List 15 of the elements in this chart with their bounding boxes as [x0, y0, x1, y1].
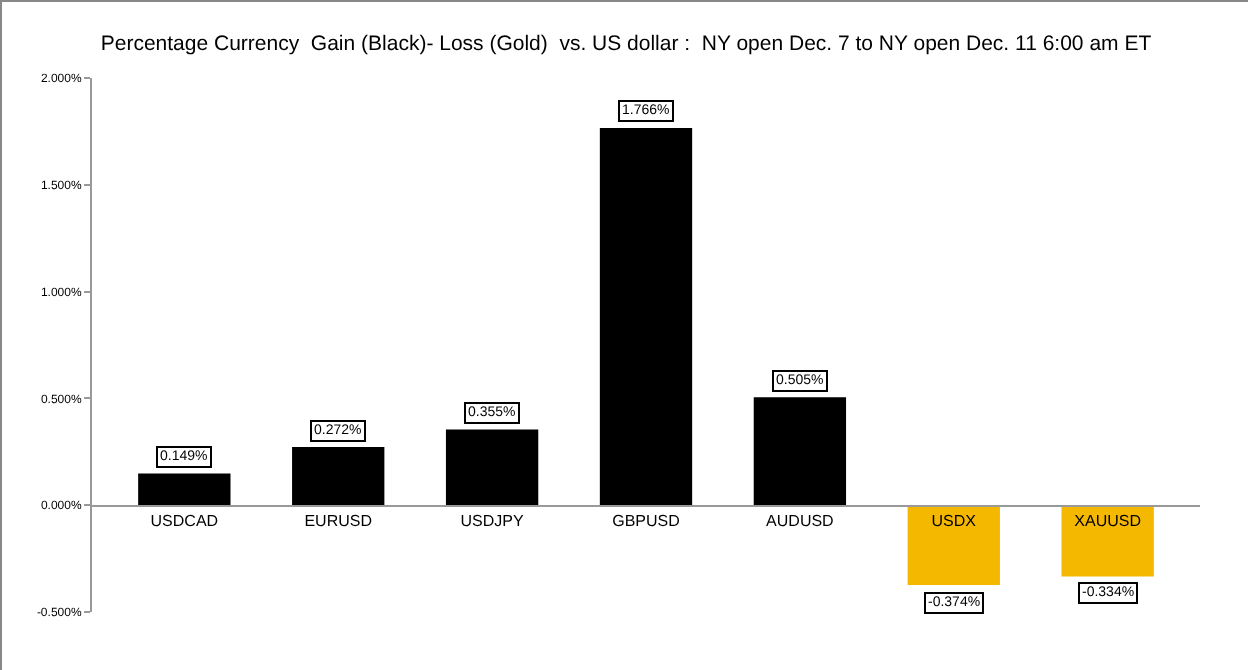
x-tick-label: USDCAD: [150, 512, 219, 531]
x-tick-label: USDX: [931, 512, 978, 531]
x-tick-label: AUDUSD: [766, 512, 835, 531]
x-tick-label: GBPUSD: [612, 512, 681, 531]
bar: [138, 473, 231, 506]
bar: [292, 447, 385, 506]
x-tick-label: XAUUSD: [1074, 512, 1142, 531]
bar: [445, 429, 539, 506]
x-tick-label: EURUSD: [304, 512, 373, 531]
bar: [1061, 505, 1154, 577]
bar: [599, 127, 693, 506]
x-tick-label: USDJPY: [460, 512, 526, 531]
chart-title: Percentage Currency Gain (Black)- Loss (Gold) vs. US dollar : NY open Dec. 7 to NY open Dec. 11 6:00 am ET: [100, 32, 1153, 57]
bar: [753, 397, 847, 506]
bar: [907, 505, 1000, 586]
